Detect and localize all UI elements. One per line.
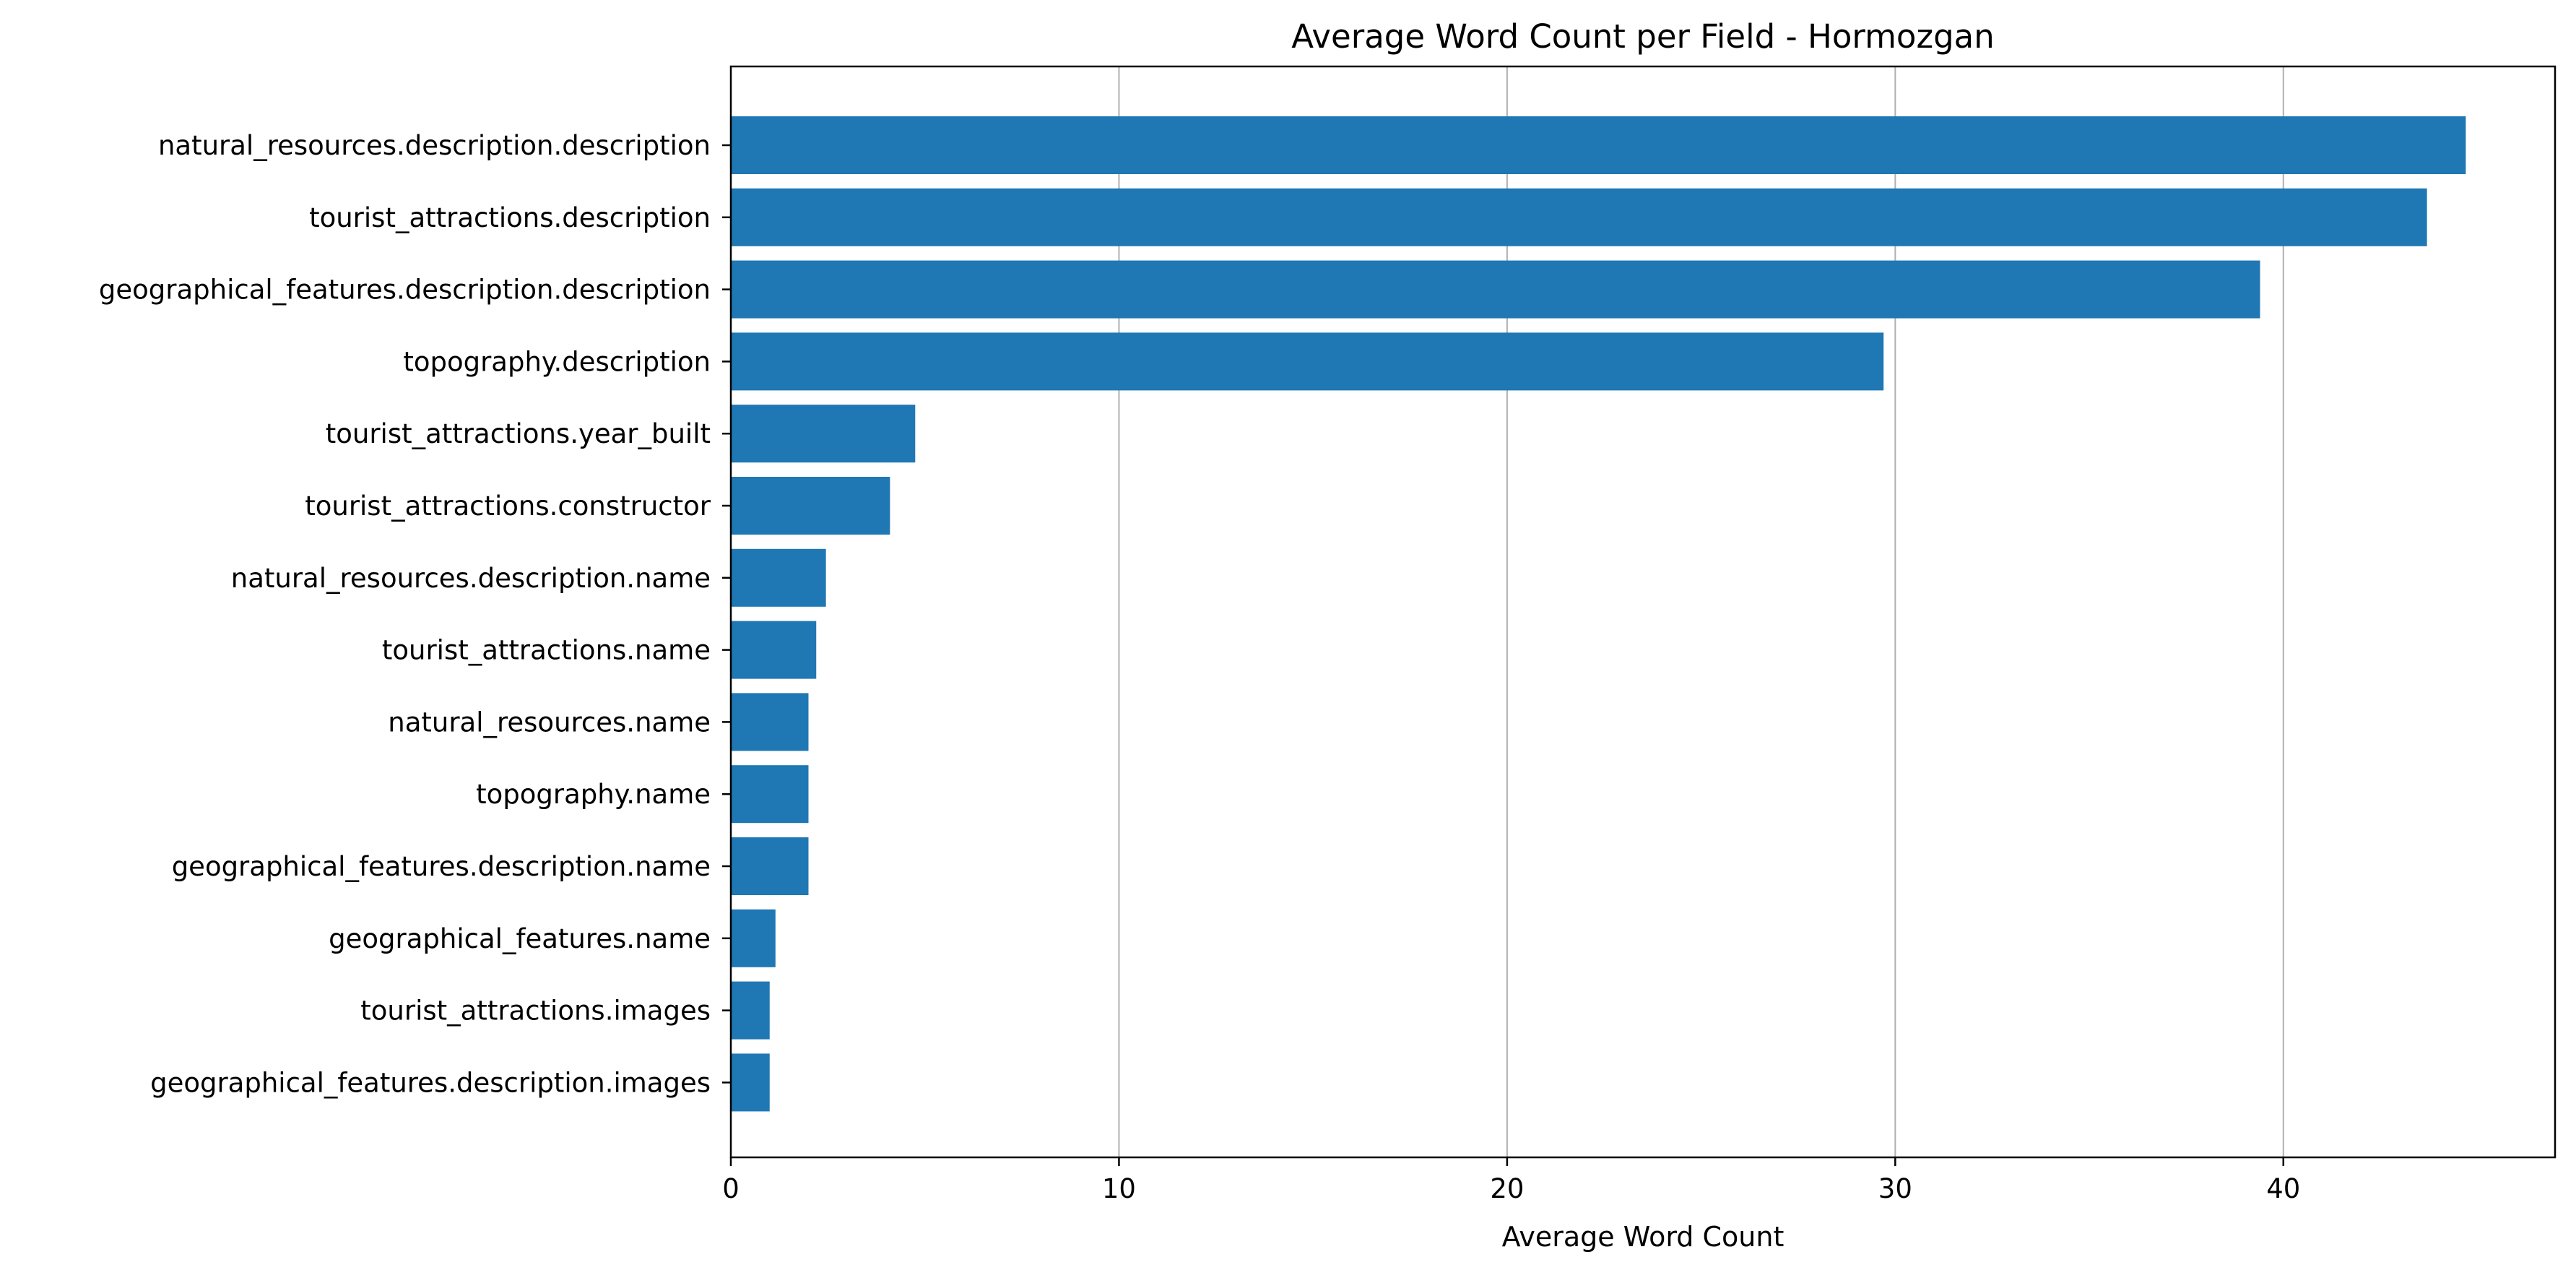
bar bbox=[731, 909, 776, 967]
y-tick-label: natural_resources.name bbox=[388, 707, 711, 738]
x-axis-ticks: 0 10 20 30 40 bbox=[722, 1157, 2300, 1204]
y-tick-label: geographical_features.description.images bbox=[150, 1067, 711, 1098]
y-tick-label: tourist_attractions.year_built bbox=[326, 418, 711, 449]
bar bbox=[731, 405, 916, 463]
bar bbox=[731, 1053, 770, 1112]
bars bbox=[731, 116, 2466, 1112]
bar bbox=[731, 621, 817, 679]
chart-title: Average Word Count per Field - Hormozgan bbox=[1291, 17, 1995, 56]
y-tick-label: geographical_features.description.descri… bbox=[99, 275, 711, 306]
bar bbox=[731, 332, 1884, 391]
bar bbox=[731, 837, 809, 895]
x-tick-label: 30 bbox=[1878, 1173, 1912, 1204]
bar bbox=[731, 765, 809, 824]
y-tick-label: geographical_features.description.name bbox=[172, 851, 711, 882]
y-tick-label: topography.name bbox=[476, 779, 711, 810]
bar bbox=[731, 116, 2466, 174]
bar bbox=[731, 981, 770, 1040]
bar bbox=[731, 260, 2260, 319]
x-tick-label: 40 bbox=[2266, 1173, 2300, 1204]
plot-frame bbox=[729, 65, 2557, 1159]
x-tick-label: 10 bbox=[1102, 1173, 1136, 1204]
gridlines bbox=[1118, 66, 2284, 1157]
x-axis-label: Average Word Count bbox=[1502, 1221, 1784, 1253]
y-tick-label: geographical_features.name bbox=[329, 923, 711, 954]
x-tick-label: 20 bbox=[1490, 1173, 1524, 1204]
bar bbox=[731, 548, 826, 607]
y-tick-label: natural_resources.description.descriptio… bbox=[158, 130, 711, 161]
y-tick-label: topography.description bbox=[403, 346, 711, 377]
y-axis-ticks: natural_resources.description.descriptio… bbox=[99, 130, 731, 1098]
y-tick-label: tourist_attractions.images bbox=[360, 996, 711, 1027]
y-tick-label: tourist_attractions.name bbox=[382, 635, 711, 666]
y-tick-label: natural_resources.description.name bbox=[231, 563, 711, 594]
x-tick-label: 0 bbox=[722, 1173, 740, 1204]
bar bbox=[731, 693, 809, 751]
bar bbox=[731, 477, 890, 535]
bar bbox=[731, 188, 2427, 246]
y-tick-label: tourist_attractions.description bbox=[309, 202, 711, 233]
y-tick-label: tourist_attractions.constructor bbox=[305, 491, 711, 522]
